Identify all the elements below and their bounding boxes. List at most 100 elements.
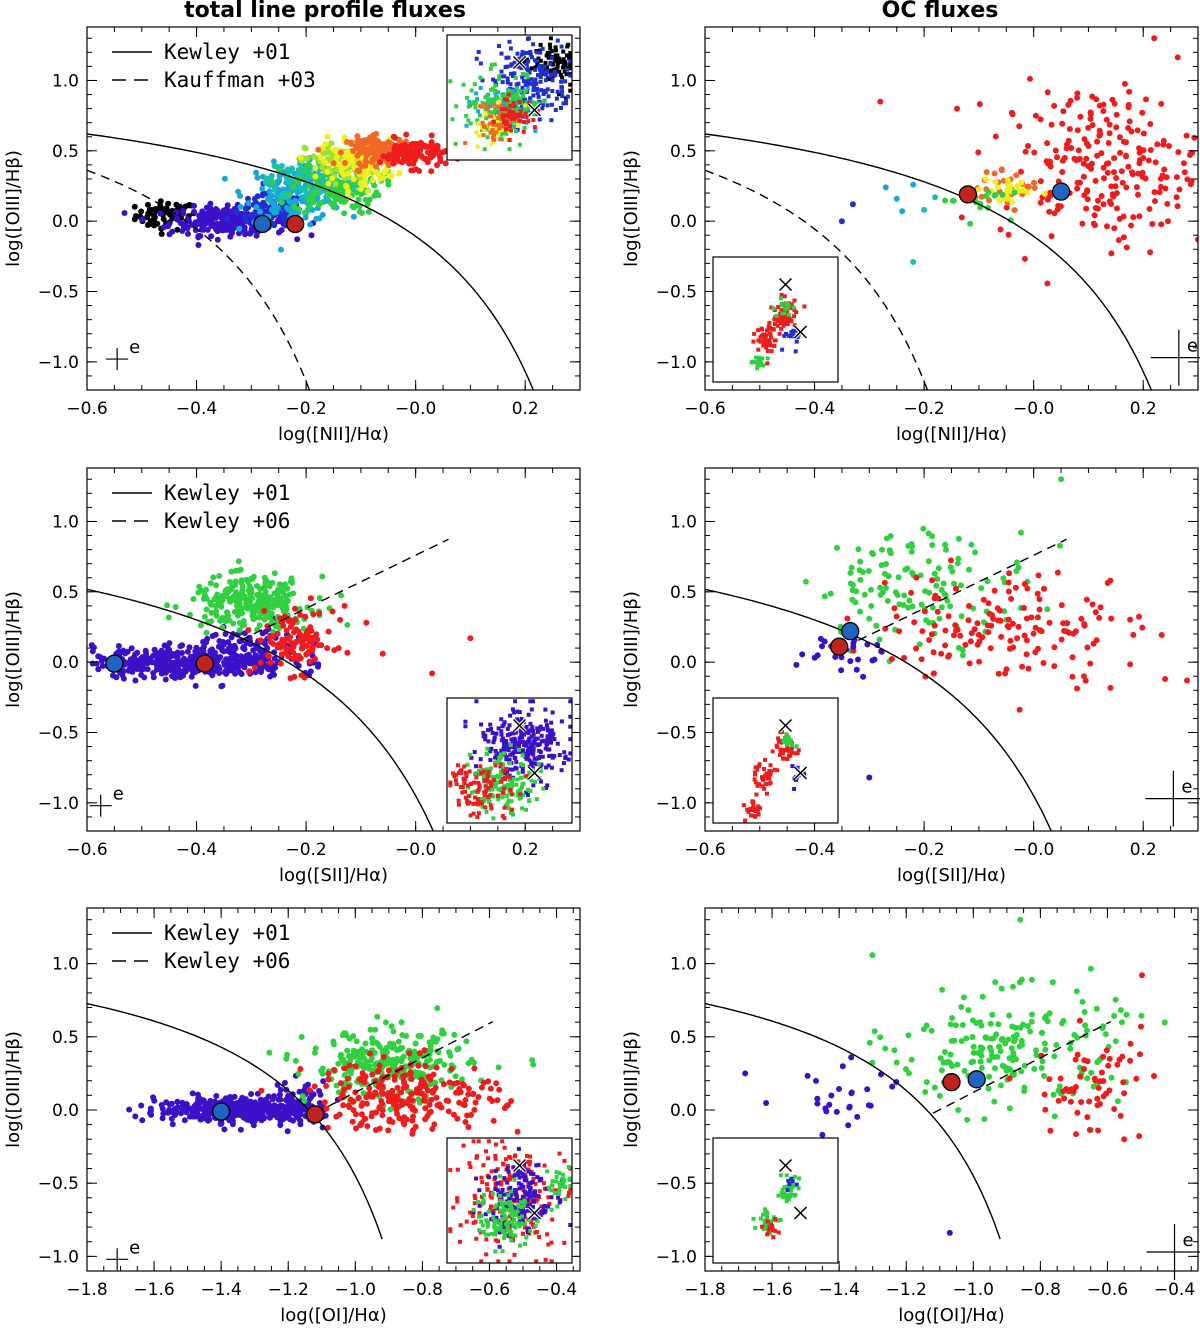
data-point: [1164, 200, 1171, 207]
data-point: [281, 598, 288, 605]
data-point: [337, 149, 344, 156]
data-point: [1149, 221, 1156, 227]
y-tick-label: 0.5: [52, 583, 79, 603]
data-point: [158, 231, 165, 237]
data-point: [164, 1109, 171, 1116]
data-point: [1152, 198, 1158, 205]
data-point: [170, 1109, 177, 1115]
data-point: [859, 569, 866, 576]
data-point: [182, 1101, 189, 1108]
data-point: [1044, 606, 1051, 613]
inset-pixel: [754, 355, 758, 360]
inset-pixel: [542, 64, 547, 69]
inset-pixel: [465, 783, 470, 788]
inset-pixel: [794, 310, 799, 315]
inset-pixel: [512, 71, 517, 76]
data-point: [942, 197, 949, 204]
data-point: [936, 615, 943, 622]
data-point: [251, 664, 258, 671]
data-point: [236, 230, 242, 237]
data-point: [362, 1040, 369, 1047]
data-point: [298, 672, 305, 679]
inset-pixel: [515, 94, 520, 99]
data-point: [909, 569, 916, 576]
data-point: [295, 1070, 302, 1077]
inset-pixel: [488, 130, 493, 135]
data-point: [998, 166, 1005, 173]
inset-pixel: [789, 747, 794, 752]
x-tick-label: −0.4: [176, 399, 217, 419]
data-point: [399, 1055, 406, 1062]
inset-pixel: [511, 101, 516, 105]
y-axis-label: log([OIII]/Hβ): [621, 591, 642, 708]
data-point: [1101, 175, 1107, 182]
inset-pixel: [524, 725, 529, 729]
inset-pixel: [514, 782, 519, 787]
inset-pixel: [514, 129, 518, 133]
inset-pixel: [544, 723, 549, 728]
data-point: [124, 648, 131, 655]
inset-pixel: [538, 769, 543, 773]
inset-pixel: [553, 72, 558, 77]
data-point: [315, 663, 321, 670]
data-point: [260, 190, 267, 197]
inset-pixel: [528, 96, 533, 101]
data-point: [838, 667, 845, 674]
inset-pixel: [463, 719, 468, 724]
data-point: [821, 593, 828, 600]
inset-pixel: [565, 67, 570, 72]
inset-pixel: [489, 806, 494, 811]
data-point: [192, 227, 199, 234]
inset-pixel: [499, 755, 504, 760]
inset-pixel: [491, 122, 496, 127]
data-point: [208, 233, 215, 240]
inset-pixel: [523, 111, 528, 116]
inset-pixel: [789, 740, 794, 745]
data-point: [1147, 121, 1154, 127]
data-point: [1054, 154, 1060, 161]
data-point: [968, 541, 975, 548]
data-point: [335, 645, 342, 652]
inset-pixel: [478, 800, 483, 804]
inset-pixel: [509, 799, 514, 804]
data-point: [207, 580, 214, 587]
inset-pixel: [489, 110, 493, 115]
inset-pixel: [529, 748, 533, 753]
inset-pixel: [482, 124, 487, 129]
data-point: [1125, 163, 1132, 170]
data-point: [1100, 201, 1107, 208]
inset-pixel: [540, 106, 545, 111]
data-point: [266, 1114, 273, 1121]
inset-pixel: [521, 60, 526, 65]
data-point: [390, 1060, 397, 1067]
data-point: [401, 150, 407, 157]
inset-pixel: [550, 72, 555, 77]
data-point: [304, 155, 311, 162]
inset-pixel: [496, 787, 501, 792]
data-point: [1037, 178, 1044, 185]
inset-pixel: [489, 784, 494, 788]
inset-pixel: [517, 796, 522, 801]
inset-pixel: [775, 323, 780, 328]
inset-pixel: [532, 100, 537, 105]
data-point: [883, 585, 889, 591]
inset-pixel: [541, 92, 546, 96]
data-point: [395, 1038, 402, 1045]
data-point: [203, 586, 210, 593]
inset-pixel: [500, 814, 505, 818]
inset-pixel: [520, 769, 525, 774]
inset-pixel: [487, 799, 492, 804]
inset-pixel: [492, 101, 497, 106]
inset-pixel: [497, 126, 502, 131]
axes-ticks: −0.6 −0.4 −0.2 −0.0 0.2−1.0−0.50.00.51.0: [656, 468, 1199, 860]
data-point: [382, 166, 389, 173]
data-point: [942, 541, 949, 548]
data-point: [895, 574, 902, 581]
inset-pixel: [787, 749, 792, 754]
data-point: [294, 236, 301, 243]
data-point: [268, 639, 274, 646]
inset-pixel: [456, 763, 460, 768]
inset-pixel: [778, 296, 783, 301]
data-point: [361, 181, 368, 188]
data-point: [139, 1117, 146, 1124]
